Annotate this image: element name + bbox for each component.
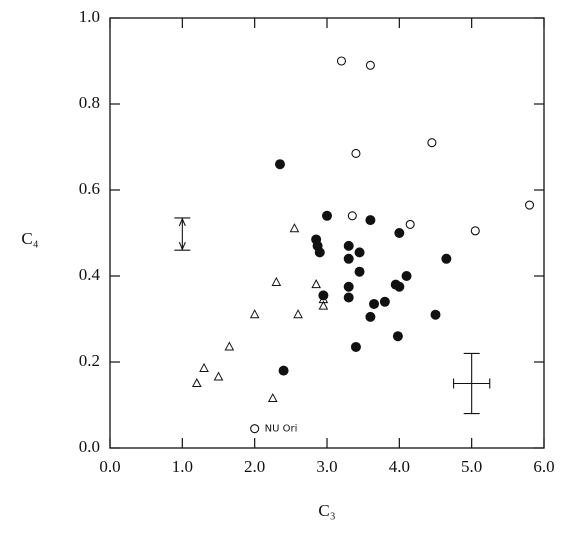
point [394, 228, 405, 238]
point [365, 215, 376, 226]
point [354, 247, 365, 258]
point [213, 371, 224, 381]
point [394, 281, 405, 292]
x-tick-label: 5.0 [461, 457, 482, 476]
point [392, 331, 403, 342]
y-tick-label: 0.0 [79, 437, 100, 456]
point [224, 341, 235, 351]
point [350, 341, 361, 352]
point [289, 223, 300, 233]
point [311, 279, 321, 289]
point [430, 309, 441, 320]
annotation-marker [250, 424, 260, 434]
point [336, 56, 347, 66]
point [343, 253, 354, 264]
point [249, 309, 260, 319]
point [271, 276, 282, 286]
annotation: NU Ori [265, 424, 298, 435]
point [351, 148, 361, 158]
point [405, 219, 415, 229]
point [369, 298, 380, 309]
point [318, 300, 329, 310]
point [274, 159, 285, 170]
point [354, 266, 365, 277]
x-tick-label: 2.0 [244, 457, 265, 476]
point [365, 60, 375, 70]
point [470, 226, 480, 236]
x-tick-label: 1.0 [172, 457, 193, 476]
y-axis-label: C₄ [21, 229, 38, 248]
y-tick-label: 0.4 [79, 265, 101, 284]
y-tick-label: 1.0 [79, 7, 100, 26]
x-tick-label: 0.0 [99, 457, 120, 476]
point [343, 240, 354, 251]
point [293, 309, 303, 319]
point [343, 281, 354, 292]
error-arrowhead [178, 217, 186, 251]
point [199, 362, 209, 372]
point [347, 211, 357, 221]
x-axis-label: C₃ [318, 501, 335, 520]
point [365, 311, 376, 322]
point [322, 210, 332, 221]
x-tick-label: 6.0 [533, 457, 554, 476]
point [343, 292, 354, 303]
y-tick-label: 0.6 [79, 179, 100, 198]
x-tick-label: 4.0 [389, 457, 410, 476]
y-tick-label: 0.2 [79, 351, 100, 370]
point [267, 392, 278, 403]
point [314, 247, 325, 258]
y-tick-label: 0.8 [79, 93, 100, 112]
point [379, 296, 390, 307]
point [191, 377, 202, 387]
point [441, 253, 452, 264]
x-tick-label: 3.0 [316, 457, 337, 476]
point [427, 138, 437, 148]
point [401, 271, 412, 281]
point [524, 200, 535, 210]
point [278, 365, 289, 376]
